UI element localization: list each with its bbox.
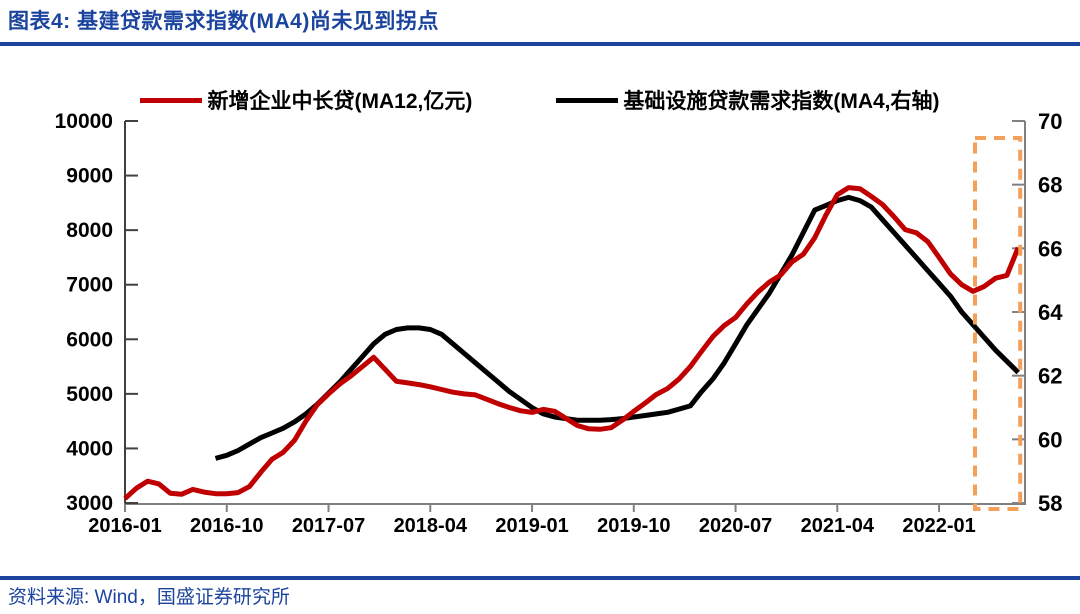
footer-divider <box>0 576 1080 580</box>
legend-item-red: 新增企业中长贷(MA12,亿元) <box>140 85 472 115</box>
right-axis-tick-label: 58 <box>1038 491 1062 516</box>
axis-tick-labels: 3000 4000 5000 6000 7000 8000 9000 10000 58 60 62 6… <box>55 109 1064 537</box>
left-axis-tick-label: 3000 <box>66 492 113 515</box>
legend-label-red: 新增企业中长贷(MA12,亿元) <box>207 90 473 113</box>
x-axis-tick-label: 2019-01 <box>495 515 568 537</box>
x-axis-tick-label: 2016-10 <box>190 515 263 537</box>
left-axis-tick-label: 4000 <box>66 437 113 460</box>
x-axis-tick-label: 2022-01 <box>902 515 975 537</box>
left-axis-tick-label: 9000 <box>66 165 113 188</box>
left-axis-tick-label: 8000 <box>66 219 113 242</box>
x-axis-tick-label: 2019-10 <box>597 515 670 537</box>
series-lines <box>123 185 1021 501</box>
black-line-swatch <box>556 97 619 103</box>
chart-legend: 新增企业中长贷(MA12,亿元) 基础设施贷款需求指数(MA4,右轴) <box>0 85 1080 115</box>
left-axis-tick-label: 5000 <box>66 383 113 406</box>
left-axis-tick-label: 7000 <box>66 274 113 297</box>
left-axis-tick-label: 10000 <box>55 110 113 133</box>
left-axis-tick-label: 6000 <box>66 328 113 351</box>
right-axis-tick-label: 66 <box>1038 236 1062 261</box>
right-axis-tick-label: 60 <box>1038 427 1062 452</box>
red-line-swatch <box>140 97 203 103</box>
header-divider <box>0 42 1080 46</box>
source-note: 资料来源: Wind，国盛证券研究所 <box>8 587 290 608</box>
highlight-dashed-box <box>972 136 1023 511</box>
axis-ticks <box>124 120 1025 512</box>
page-title: 图表4: 基建贷款需求指数(MA4)尚未见到拐点 <box>8 10 439 33</box>
right-axis-tick-label: 68 <box>1038 173 1062 198</box>
x-axis-tick-label: 2021-04 <box>801 515 875 537</box>
legend-item-black: 基础设施贷款需求指数(MA4,右轴) <box>556 85 940 115</box>
legend-label-black: 基础设施贷款需求指数(MA4,右轴) <box>623 90 940 113</box>
right-axis-tick-label: 62 <box>1038 364 1062 389</box>
x-axis-tick-label: 2016-01 <box>88 515 161 537</box>
x-axis-tick-label: 2018-04 <box>394 515 468 537</box>
right-axis-tick-label: 64 <box>1038 300 1063 325</box>
series-red-line <box>123 185 1021 501</box>
series-black-line <box>214 194 1020 461</box>
right-axis-tick-label: 70 <box>1038 109 1062 134</box>
x-axis-tick-label: 2020-07 <box>699 515 772 537</box>
x-axis-tick-label: 2017-07 <box>292 515 365 537</box>
